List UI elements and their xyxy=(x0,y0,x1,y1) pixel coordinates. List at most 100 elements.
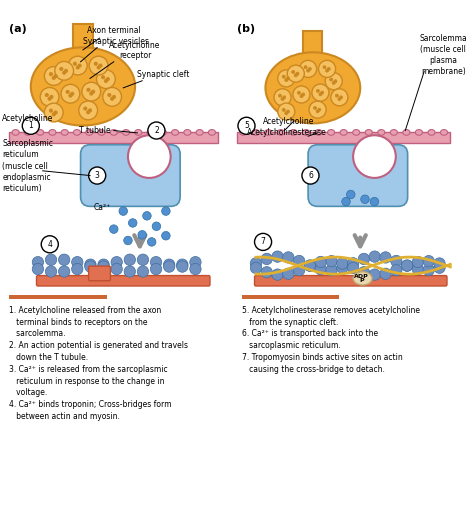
Circle shape xyxy=(68,56,87,75)
Circle shape xyxy=(55,62,73,80)
Ellipse shape xyxy=(265,130,272,135)
Circle shape xyxy=(83,107,87,110)
Ellipse shape xyxy=(184,130,191,135)
Circle shape xyxy=(304,66,307,69)
Circle shape xyxy=(128,135,171,178)
Circle shape xyxy=(313,107,317,110)
Text: T tubule: T tubule xyxy=(79,126,110,135)
Ellipse shape xyxy=(110,130,117,135)
Ellipse shape xyxy=(328,130,335,135)
Circle shape xyxy=(97,70,115,88)
Circle shape xyxy=(162,207,170,216)
Ellipse shape xyxy=(209,130,216,135)
Circle shape xyxy=(316,89,319,93)
Ellipse shape xyxy=(390,130,397,135)
Circle shape xyxy=(282,109,285,111)
Circle shape xyxy=(307,69,310,72)
Circle shape xyxy=(281,98,284,101)
Circle shape xyxy=(61,84,80,103)
Circle shape xyxy=(40,87,59,107)
Text: (b): (b) xyxy=(237,24,255,34)
Circle shape xyxy=(250,262,262,273)
Ellipse shape xyxy=(353,272,372,285)
Circle shape xyxy=(293,265,305,276)
Circle shape xyxy=(41,236,58,253)
Ellipse shape xyxy=(315,130,322,135)
Circle shape xyxy=(353,135,396,178)
Circle shape xyxy=(250,257,262,269)
FancyBboxPatch shape xyxy=(255,276,447,286)
Circle shape xyxy=(334,80,337,83)
Circle shape xyxy=(286,110,290,113)
Ellipse shape xyxy=(196,130,203,135)
Text: Acetylcholinesterase: Acetylcholinesterase xyxy=(246,128,326,138)
Circle shape xyxy=(286,77,290,80)
Circle shape xyxy=(45,67,63,85)
Circle shape xyxy=(88,109,92,112)
Ellipse shape xyxy=(159,130,166,135)
Text: 5: 5 xyxy=(244,121,249,130)
Circle shape xyxy=(91,90,95,94)
Circle shape xyxy=(112,95,116,99)
Circle shape xyxy=(162,232,170,240)
Circle shape xyxy=(85,259,96,270)
Circle shape xyxy=(423,264,434,276)
Circle shape xyxy=(137,254,149,265)
Circle shape xyxy=(164,261,175,272)
Circle shape xyxy=(138,231,146,239)
Circle shape xyxy=(300,95,303,98)
Circle shape xyxy=(82,82,100,101)
Circle shape xyxy=(278,70,295,87)
Circle shape xyxy=(52,113,55,116)
Ellipse shape xyxy=(172,130,179,135)
FancyBboxPatch shape xyxy=(36,276,210,286)
Circle shape xyxy=(124,254,136,265)
Circle shape xyxy=(119,207,128,216)
Circle shape xyxy=(143,211,151,220)
Ellipse shape xyxy=(265,52,360,124)
Circle shape xyxy=(300,60,317,78)
Circle shape xyxy=(346,190,355,199)
Ellipse shape xyxy=(147,130,154,135)
Circle shape xyxy=(339,96,343,99)
Ellipse shape xyxy=(73,130,81,135)
Circle shape xyxy=(342,197,350,206)
Circle shape xyxy=(111,256,122,268)
Ellipse shape xyxy=(12,130,19,135)
Ellipse shape xyxy=(98,130,105,135)
Circle shape xyxy=(72,256,83,268)
Circle shape xyxy=(401,260,413,271)
Circle shape xyxy=(72,263,83,275)
Circle shape xyxy=(45,103,63,122)
Circle shape xyxy=(301,93,305,96)
Circle shape xyxy=(94,62,98,65)
Circle shape xyxy=(103,87,121,107)
Circle shape xyxy=(285,112,288,115)
Circle shape xyxy=(337,262,348,273)
Circle shape xyxy=(325,73,342,90)
Circle shape xyxy=(79,101,98,120)
Circle shape xyxy=(164,259,175,270)
Circle shape xyxy=(332,81,335,84)
Circle shape xyxy=(338,98,341,101)
Circle shape xyxy=(283,268,294,280)
Ellipse shape xyxy=(122,130,129,135)
Circle shape xyxy=(358,253,370,265)
Circle shape xyxy=(255,233,272,250)
Circle shape xyxy=(423,255,434,267)
Text: 2: 2 xyxy=(154,126,159,135)
Circle shape xyxy=(302,167,319,184)
Ellipse shape xyxy=(340,130,347,135)
Circle shape xyxy=(76,66,80,69)
Circle shape xyxy=(89,167,106,184)
Circle shape xyxy=(369,251,381,262)
FancyBboxPatch shape xyxy=(81,145,180,206)
Circle shape xyxy=(285,79,288,82)
Text: 6: 6 xyxy=(308,171,313,180)
Circle shape xyxy=(278,94,282,97)
Circle shape xyxy=(261,253,273,265)
Circle shape xyxy=(190,263,201,275)
Text: Ca²⁺: Ca²⁺ xyxy=(93,203,110,212)
Circle shape xyxy=(97,66,100,69)
Ellipse shape xyxy=(31,48,135,126)
